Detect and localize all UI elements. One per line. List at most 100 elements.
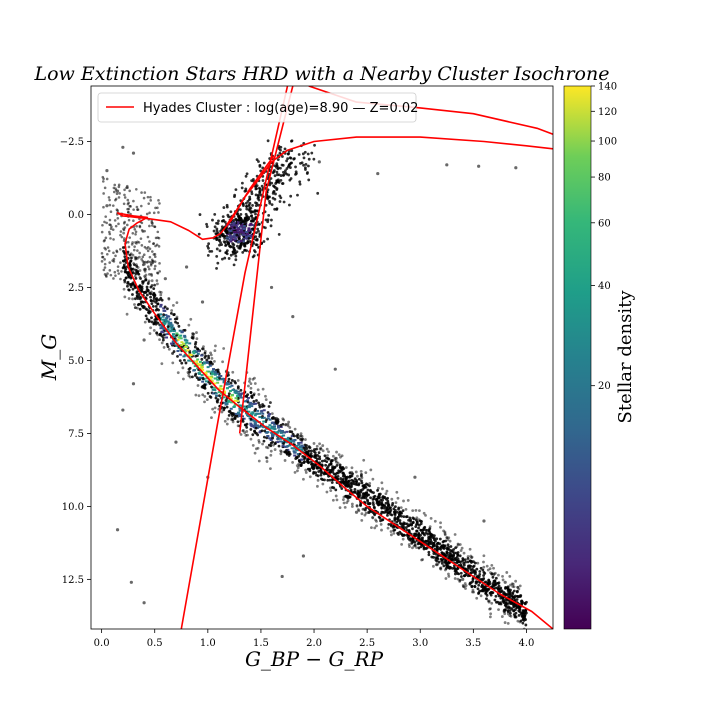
density-cell — [234, 228, 238, 231]
star-point — [356, 489, 360, 493]
star-point — [444, 553, 447, 557]
star-point — [405, 528, 409, 532]
density-cell — [240, 221, 244, 224]
star-point — [152, 322, 156, 325]
star-point — [474, 581, 478, 585]
star-point — [508, 592, 512, 596]
star-point — [108, 203, 112, 207]
star-point — [379, 522, 383, 526]
star-point — [418, 509, 421, 513]
star-point — [205, 225, 209, 228]
star-point — [154, 236, 158, 240]
star-point — [133, 228, 137, 231]
star-point — [518, 610, 522, 614]
star-point — [156, 271, 159, 275]
density-cell — [237, 228, 241, 231]
star-point — [511, 585, 515, 588]
star-point — [114, 187, 117, 190]
star-point — [187, 367, 191, 371]
star-point — [162, 336, 165, 340]
star-point — [274, 419, 278, 422]
star-point — [496, 586, 499, 590]
density-cell — [169, 321, 173, 324]
star-point — [461, 585, 465, 588]
star-point — [508, 574, 512, 578]
star-point — [206, 391, 210, 395]
star-point — [498, 601, 502, 605]
density-cell — [225, 382, 229, 385]
star-point — [397, 533, 400, 536]
star-point — [507, 601, 511, 605]
star-point — [202, 345, 205, 349]
star-point — [488, 567, 492, 571]
density-cell — [168, 318, 172, 321]
star-point — [474, 570, 477, 574]
star-point — [249, 214, 253, 218]
star-point — [363, 513, 367, 517]
star-point — [260, 184, 264, 188]
star-point — [200, 357, 204, 361]
star-point — [304, 163, 308, 166]
density-cell — [161, 318, 165, 321]
density-cell — [193, 349, 197, 352]
star-point — [328, 478, 332, 482]
density-cell — [233, 232, 237, 235]
star-point — [236, 396, 240, 400]
y-tick-label: 0.0 — [68, 210, 84, 221]
star-point — [360, 481, 364, 485]
star-point — [321, 449, 325, 453]
star-point — [455, 551, 458, 555]
star-point — [273, 442, 277, 446]
star-point — [495, 600, 498, 604]
star-point — [194, 372, 198, 376]
star-point — [321, 478, 325, 482]
density-cell — [256, 426, 260, 429]
density-cell — [160, 325, 164, 328]
star-point — [225, 203, 229, 207]
star-point — [299, 162, 302, 165]
star-point — [122, 264, 126, 268]
density-cell — [172, 335, 176, 338]
star-point — [275, 179, 279, 183]
star-point — [488, 615, 492, 619]
star-point — [302, 446, 306, 450]
star-point — [342, 501, 346, 505]
star-point — [112, 257, 116, 261]
star-point — [353, 488, 357, 491]
star-point — [261, 166, 265, 170]
star-point — [359, 489, 363, 492]
density-cell — [198, 372, 202, 375]
star-point — [524, 611, 528, 615]
star-point — [245, 172, 249, 176]
colorbar-label: Stellar density — [615, 290, 636, 424]
star-point — [386, 526, 390, 530]
star-point — [304, 468, 308, 472]
density-cell — [204, 380, 208, 383]
star-point — [155, 331, 159, 335]
density-cell — [258, 416, 262, 419]
density-cell — [210, 375, 214, 378]
star-point — [414, 525, 418, 529]
star-point — [215, 238, 219, 241]
density-cell — [170, 335, 174, 338]
density-cell — [166, 328, 170, 331]
density-cell — [217, 387, 221, 390]
star-point — [236, 420, 240, 424]
star-point — [255, 432, 258, 435]
star-point — [222, 347, 226, 350]
outlier-point — [291, 315, 295, 319]
star-point — [172, 313, 176, 317]
density-cell — [237, 240, 241, 243]
star-point — [255, 399, 258, 402]
star-point — [170, 311, 173, 315]
density-cell — [208, 364, 212, 367]
star-point — [156, 302, 160, 306]
outlier-point — [105, 169, 109, 173]
density-cell — [246, 235, 250, 238]
star-point — [376, 501, 380, 505]
star-point — [208, 250, 212, 253]
star-point — [426, 532, 430, 536]
density-cell — [213, 372, 217, 375]
star-point — [146, 249, 150, 253]
x-tick-label: 2.0 — [306, 638, 322, 649]
